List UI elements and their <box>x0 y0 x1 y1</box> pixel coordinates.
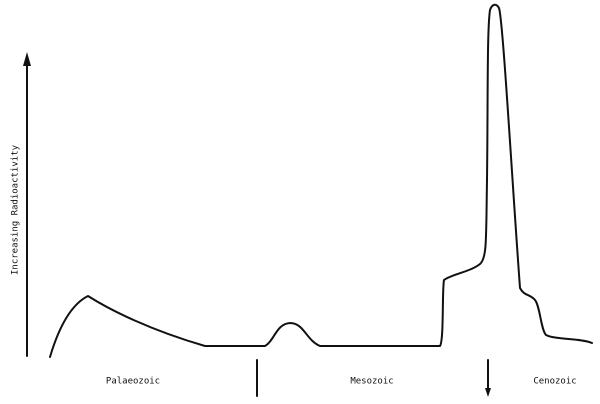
radioactivity-curve <box>49 3 593 358</box>
era-label: Palaeozoic <box>106 377 160 387</box>
y-axis-arrowhead <box>23 52 31 66</box>
era-label: Cenozoic <box>533 377 576 387</box>
divider-arrowhead <box>485 388 491 397</box>
era-label: Mesozoic <box>350 377 393 387</box>
y-axis-label: Increasing Radioactivity <box>11 144 21 275</box>
